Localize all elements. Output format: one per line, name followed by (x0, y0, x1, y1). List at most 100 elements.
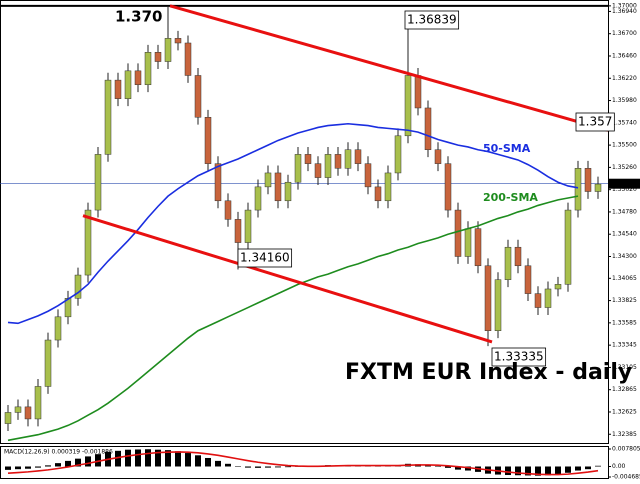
annotation-box (575, 112, 615, 132)
candle-body (364, 163, 372, 188)
last-price-box (609, 178, 640, 189)
macd-bar (525, 466, 531, 476)
candle-body (424, 107, 432, 150)
y-tick-label: 1.35260 (612, 164, 637, 171)
candle-body (484, 265, 492, 332)
candle-body (574, 168, 582, 211)
annotation-box (404, 10, 460, 30)
macd-bar (35, 466, 41, 468)
y-tick-label: 1.37000 (612, 2, 637, 9)
candle-body (584, 168, 592, 192)
candle-body (474, 228, 482, 267)
macd-bar (285, 466, 291, 468)
candle-body (414, 75, 422, 109)
candle-body (34, 386, 42, 420)
macd-bar (565, 466, 571, 473)
candle-body (384, 172, 392, 202)
candle-body (4, 412, 12, 424)
candle-body (294, 154, 302, 183)
candle-body (264, 172, 272, 188)
y-tick-label: 0.00 (612, 463, 626, 470)
macd-bar (575, 466, 581, 471)
y-tick-label: 1.34780 (612, 208, 637, 215)
macd-bar (25, 466, 31, 469)
candle-body (514, 246, 522, 267)
macd-bar (245, 466, 251, 468)
candle-body (24, 406, 32, 420)
macd-bar (155, 449, 161, 467)
candle-body (524, 265, 532, 294)
macd-bar (535, 466, 541, 476)
macd-bar (445, 466, 451, 468)
sma-line (7, 122, 579, 325)
macd-bar (185, 453, 191, 467)
macd-bar (555, 466, 561, 475)
candle-body (544, 288, 552, 308)
trendline (82, 214, 493, 344)
macd-bar (125, 449, 131, 467)
y-tick-label: 1.33825 (612, 297, 637, 304)
macd-bar (215, 460, 221, 467)
macd-bar (435, 466, 441, 467)
candle-body (404, 75, 412, 137)
candle-body (444, 163, 452, 211)
macd-bar (85, 456, 91, 467)
y-tick-label: 1.36460 (612, 52, 637, 59)
candle-body (124, 70, 132, 99)
macd-bar (15, 466, 21, 470)
candle-body (554, 284, 562, 290)
candle-body (194, 75, 202, 118)
candle-body (104, 79, 112, 155)
macd-bar (455, 466, 461, 470)
y-tick-label: 1.34300 (612, 253, 637, 260)
candle-body (84, 209, 92, 276)
candle-body (324, 154, 332, 178)
candle-body (344, 149, 352, 169)
macd-bar (595, 465, 601, 467)
macd-bar (425, 465, 431, 467)
macd-bar (225, 463, 231, 467)
candle-body (284, 181, 292, 202)
candle-body (214, 163, 222, 202)
candle-body (204, 116, 212, 164)
candle-body (494, 279, 502, 332)
candle-body (154, 52, 162, 62)
macd-bar (515, 466, 521, 476)
last-price-label: 1.35084 (612, 180, 637, 187)
annotation-box (237, 248, 293, 268)
y-tick-label: 1.32385 (612, 431, 637, 438)
candle-body (244, 209, 252, 243)
macd-bar (45, 465, 51, 467)
candle-body (464, 228, 472, 257)
candle-body (14, 406, 22, 413)
candle-body (564, 209, 572, 285)
legend-label: 50-SMA (483, 142, 531, 155)
macd-title: MACD(12,26,9) 0.000319 -0.001886 (4, 449, 113, 456)
trendline (169, 4, 609, 132)
y-tick-label: 1.34065 (612, 275, 637, 282)
signal-line (7, 451, 599, 476)
macd-bar (195, 455, 201, 467)
macd-bar (505, 466, 511, 476)
y-tick-label: 1.36940 (612, 8, 637, 15)
sma-line (7, 195, 579, 442)
candle-body (174, 38, 182, 44)
y-tick-label: 0.007805 (612, 446, 640, 453)
candle-body (114, 79, 122, 99)
candle-body (234, 219, 242, 243)
candle-body (54, 316, 62, 341)
macd-bar (145, 449, 151, 467)
macd-bar (115, 450, 121, 467)
candle-body (144, 52, 152, 86)
macd-bar (465, 466, 471, 471)
annotation: 1.357 (578, 115, 612, 129)
annotation: 1.370 (115, 8, 162, 26)
y-tick-label: 1.32865 (612, 386, 637, 393)
y-tick-label: 1.34540 (612, 231, 637, 238)
candle-body (594, 183, 602, 192)
y-tick-label: 1.35500 (612, 142, 637, 149)
y-tick-label: 1.35980 (612, 97, 637, 104)
candle-body (304, 154, 312, 164)
y-tick-label: 1.36220 (612, 75, 637, 82)
